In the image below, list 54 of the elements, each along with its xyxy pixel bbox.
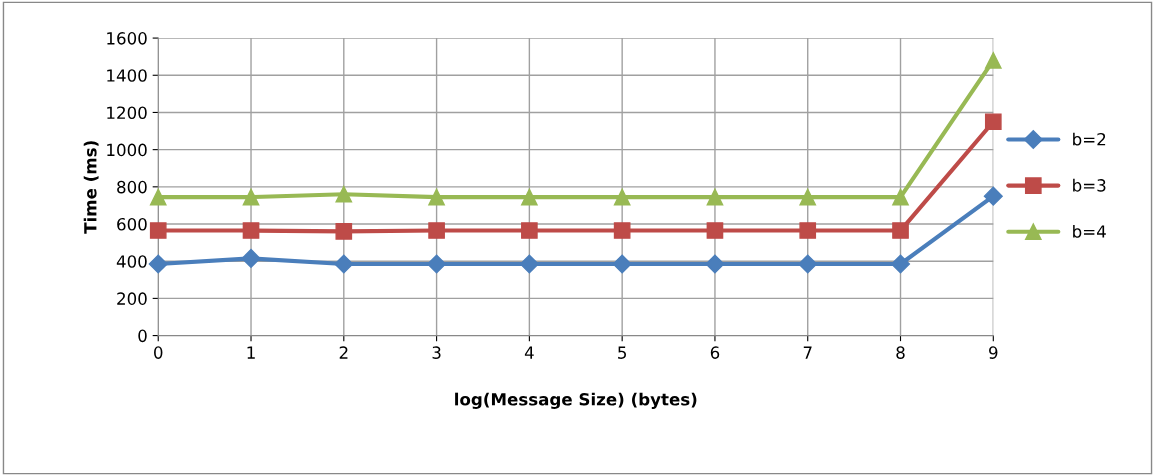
point	[148, 254, 168, 274]
point	[706, 188, 724, 206]
y-tick-label: 800	[117, 180, 147, 194]
point	[799, 222, 817, 239]
x-tick-label: 0	[154, 346, 163, 359]
y-tick-label: 0	[138, 329, 147, 343]
point	[613, 222, 631, 239]
point	[335, 185, 353, 203]
point	[798, 254, 818, 274]
x-axis-title: log(Message Size) (bytes)	[455, 392, 697, 409]
point	[890, 254, 911, 274]
point	[892, 222, 909, 239]
point	[149, 188, 167, 206]
point	[334, 254, 354, 274]
y-tick-label: 1000	[107, 143, 147, 157]
point	[613, 188, 631, 206]
x-tick-label: 4	[524, 346, 534, 359]
point	[335, 223, 353, 240]
point	[705, 254, 725, 274]
legend-label: b=3	[1073, 178, 1106, 192]
x-tick-label: 5	[618, 346, 627, 359]
x-tick-label: 3	[432, 346, 441, 359]
x-tick-label: 6	[710, 346, 720, 359]
point	[241, 248, 261, 268]
point	[983, 186, 1003, 206]
x-tick-label: 9	[989, 346, 998, 359]
point	[521, 222, 538, 239]
x-tick-label: 8	[896, 346, 905, 359]
point	[984, 52, 1002, 69]
point	[519, 254, 539, 274]
y-tick-label: 1200	[107, 106, 147, 120]
point	[428, 222, 445, 239]
x-tick-label: 7	[803, 346, 812, 359]
y-tick-label: 600	[117, 217, 147, 231]
y-tick-label: 1600	[107, 32, 147, 45]
legend-label: b=2	[1073, 132, 1106, 146]
x-tick-label: 2	[339, 346, 348, 359]
point	[521, 188, 538, 206]
point	[427, 254, 447, 274]
point	[984, 113, 1002, 131]
point	[149, 222, 167, 239]
y-axis-title: Time (ms)	[83, 141, 99, 234]
point	[242, 188, 260, 206]
point	[799, 188, 817, 206]
legend-label: b=4	[1073, 224, 1106, 238]
y-tick-label: 200	[117, 292, 147, 305]
point	[706, 222, 724, 239]
x-tick-label: 1	[247, 346, 255, 359]
point	[892, 188, 909, 206]
point	[242, 222, 260, 239]
y-tick-label: 400	[116, 255, 147, 268]
point	[612, 254, 632, 274]
point	[428, 188, 445, 206]
y-tick-label: 1400	[107, 69, 147, 82]
